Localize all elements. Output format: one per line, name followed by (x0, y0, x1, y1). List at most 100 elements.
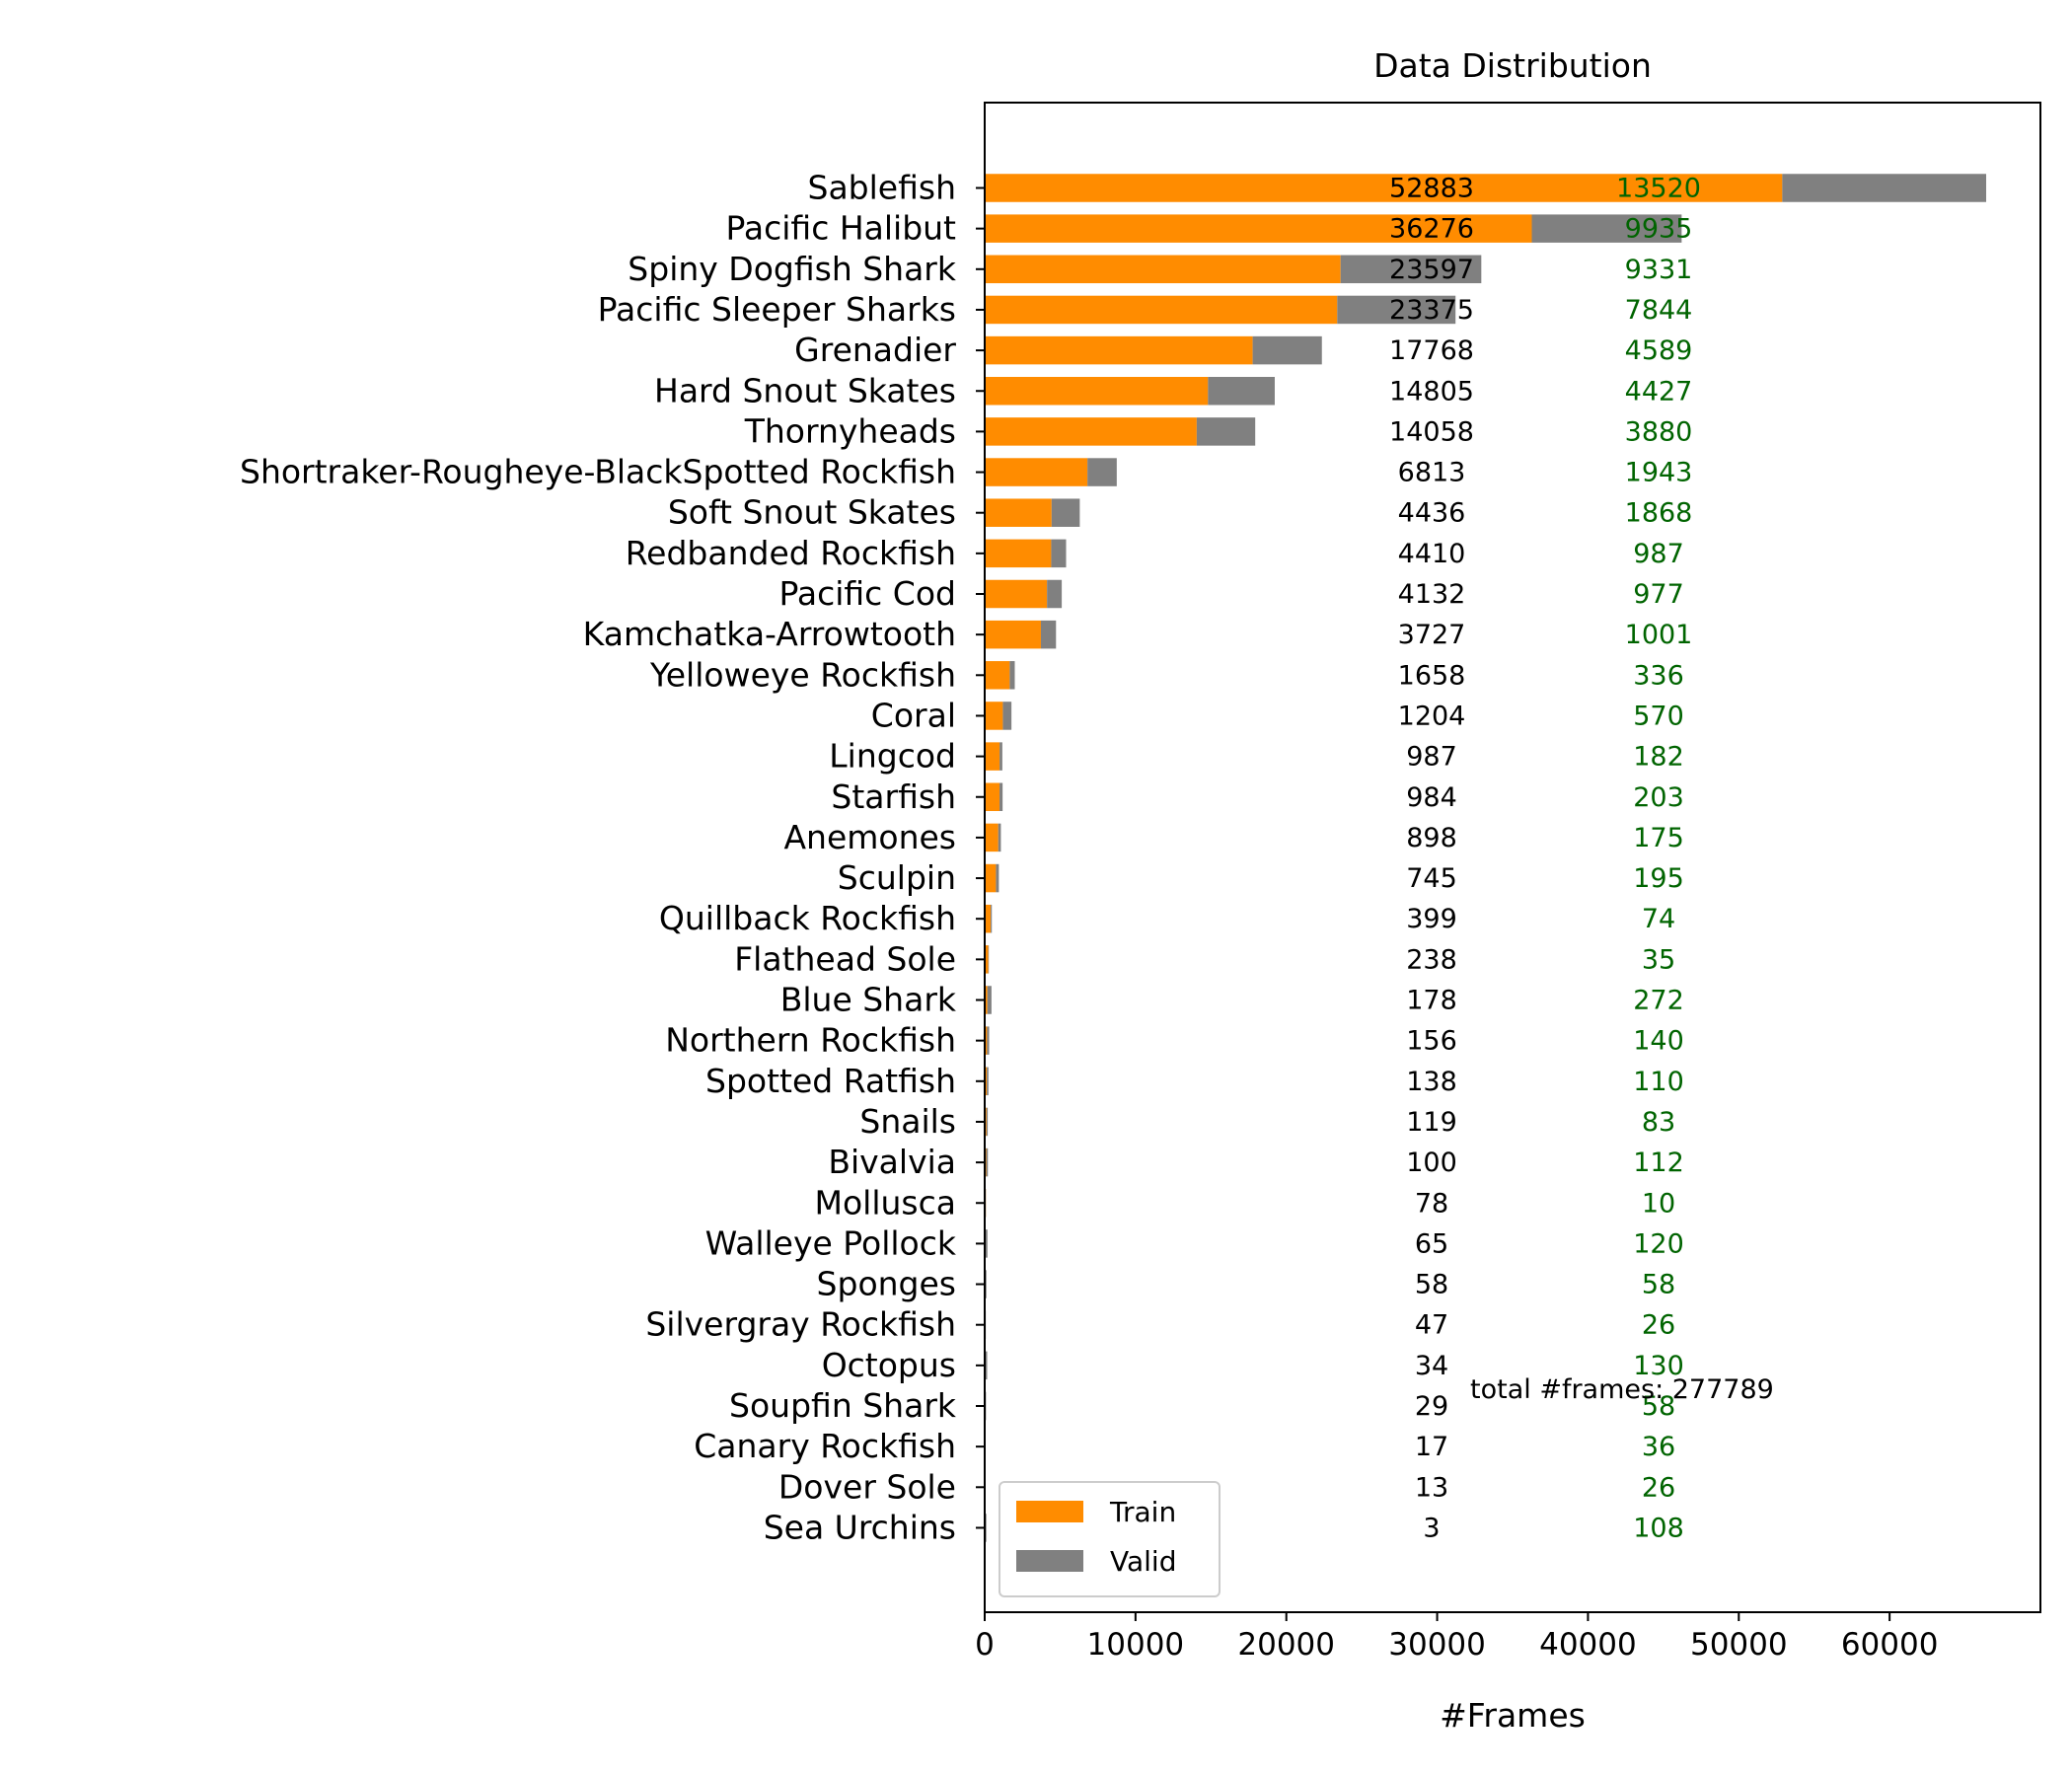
bar-train (985, 255, 1341, 284)
train-value-label: 100 (1406, 1147, 1457, 1178)
valid-value-label: 7844 (1625, 295, 1693, 326)
valid-value-label: 977 (1633, 579, 1684, 610)
y-tick-label: Silvergray Rockfish (645, 1305, 956, 1344)
y-tick-label: Anemones (783, 818, 956, 856)
valid-value-label: 987 (1633, 539, 1684, 569)
y-tick-label: Canary Rockfish (694, 1427, 956, 1465)
y-tick-label: Sea Urchins (764, 1508, 956, 1546)
train-value-label: 13 (1415, 1472, 1448, 1503)
y-tick-label: Spiny Dogfish Shark (628, 250, 957, 288)
bar-train (985, 377, 1209, 406)
x-tick-label: 10000 (1087, 1627, 1185, 1663)
valid-value-label: 58 (1642, 1391, 1675, 1422)
bar-valid (987, 1026, 990, 1055)
y-tick-label: Starfish (831, 777, 956, 816)
bar-train (985, 458, 1088, 486)
train-value-label: 52883 (1389, 174, 1474, 204)
train-value-label: 17 (1415, 1432, 1448, 1462)
y-tick-label: Pacific Sleeper Sharks (598, 290, 956, 329)
bar-valid (991, 904, 993, 933)
y-tick-label: Soupfin Shark (729, 1386, 957, 1425)
bar-valid (988, 945, 990, 974)
y-tick-label: Spotted Ratfish (705, 1062, 956, 1100)
valid-value-label: 1868 (1625, 498, 1693, 529)
valid-value-label: 182 (1633, 742, 1684, 773)
x-tick-label: 20000 (1237, 1627, 1335, 1663)
valid-value-label: 26 (1642, 1472, 1675, 1503)
bar-train (985, 417, 1197, 446)
train-value-label: 984 (1406, 782, 1457, 813)
bar-valid (996, 863, 999, 893)
train-value-label: 23375 (1389, 295, 1474, 326)
y-tick-label: Flathead Sole (734, 939, 956, 978)
y-tick-label: Octopus (822, 1346, 956, 1384)
y-tick-label: Quillback Rockfish (659, 899, 956, 937)
bar-valid (986, 1107, 989, 1137)
bar-valid (1051, 498, 1080, 527)
train-value-label: 47 (1415, 1310, 1448, 1341)
valid-value-label: 4427 (1625, 376, 1693, 407)
train-value-label: 238 (1406, 944, 1457, 975)
y-tick-label: Lingcod (829, 737, 956, 776)
valid-value-label: 1001 (1625, 620, 1693, 650)
bar-valid (999, 742, 1002, 771)
train-value-label: 178 (1406, 986, 1457, 1016)
y-tick-label: Snails (859, 1102, 956, 1141)
y-tick-label: Sponges (817, 1265, 956, 1303)
bar-valid (986, 1147, 989, 1177)
bar-valid (1531, 214, 1682, 243)
bar-valid (1208, 377, 1275, 406)
x-tick-label: 60000 (1841, 1627, 1939, 1663)
train-value-label: 17768 (1389, 335, 1474, 366)
train-value-label: 1204 (1398, 701, 1466, 731)
bar-valid (999, 782, 1003, 811)
bar-valid (1782, 174, 1987, 202)
chart-title: Data Distribution (1373, 46, 1652, 85)
train-value-label: 29 (1415, 1391, 1448, 1422)
y-tick-label: Soft Snout Skates (668, 493, 956, 532)
train-value-label: 4410 (1398, 539, 1466, 569)
y-tick-label: Mollusca (815, 1183, 956, 1221)
legend-label-train: Train (1109, 1496, 1176, 1528)
y-tick-label: Pacific Halibut (725, 209, 956, 248)
train-value-label: 138 (1406, 1067, 1457, 1097)
train-value-label: 4436 (1398, 498, 1466, 529)
bar-valid (1252, 335, 1322, 365)
bar-train (985, 782, 1000, 811)
x-tick-label: 30000 (1388, 1627, 1486, 1663)
valid-value-label: 83 (1642, 1107, 1675, 1138)
x-tick-label: 40000 (1539, 1627, 1637, 1663)
valid-value-label: 13520 (1616, 174, 1701, 204)
train-value-label: 65 (1415, 1228, 1448, 1259)
valid-value-label: 4589 (1625, 335, 1693, 366)
valid-value-label: 9935 (1625, 214, 1693, 245)
valid-value-label: 36 (1642, 1432, 1675, 1462)
y-tick-label: Hard Snout Skates (654, 371, 956, 409)
bar-valid (987, 986, 992, 1014)
x-tick-label: 0 (975, 1627, 995, 1663)
bar-valid (998, 823, 1001, 852)
y-tick-label: Pacific Cod (778, 574, 956, 613)
x-axis: 0 10000 20000 30000 40000 50000 60000 (975, 1612, 1938, 1663)
bar-train (985, 214, 1532, 243)
bar-train (985, 661, 1010, 690)
valid-value-label: 570 (1633, 701, 1684, 731)
train-value-label: 3727 (1398, 620, 1466, 650)
valid-value-label: 112 (1633, 1147, 1684, 1178)
bar-train (985, 1026, 988, 1055)
bar-train (985, 702, 1003, 730)
bar-train (985, 579, 1048, 609)
valid-value-label: 108 (1633, 1513, 1684, 1543)
bar-valid (985, 1270, 987, 1298)
train-value-label: 14805 (1389, 376, 1474, 407)
y-tick-label: Shortraker-Rougheye-BlackSpotted Rockfis… (240, 453, 956, 491)
y-tick-label: Sculpin (838, 858, 956, 897)
y-tick-label: Kamchatka-Arrowtooth (583, 615, 956, 653)
bar-train (985, 335, 1253, 365)
valid-value-label: 58 (1642, 1270, 1675, 1300)
train-value-label: 34 (1415, 1351, 1448, 1381)
bar-valid (1087, 458, 1117, 486)
train-value-label: 4132 (1398, 579, 1466, 610)
valid-value-label: 9331 (1625, 255, 1693, 285)
